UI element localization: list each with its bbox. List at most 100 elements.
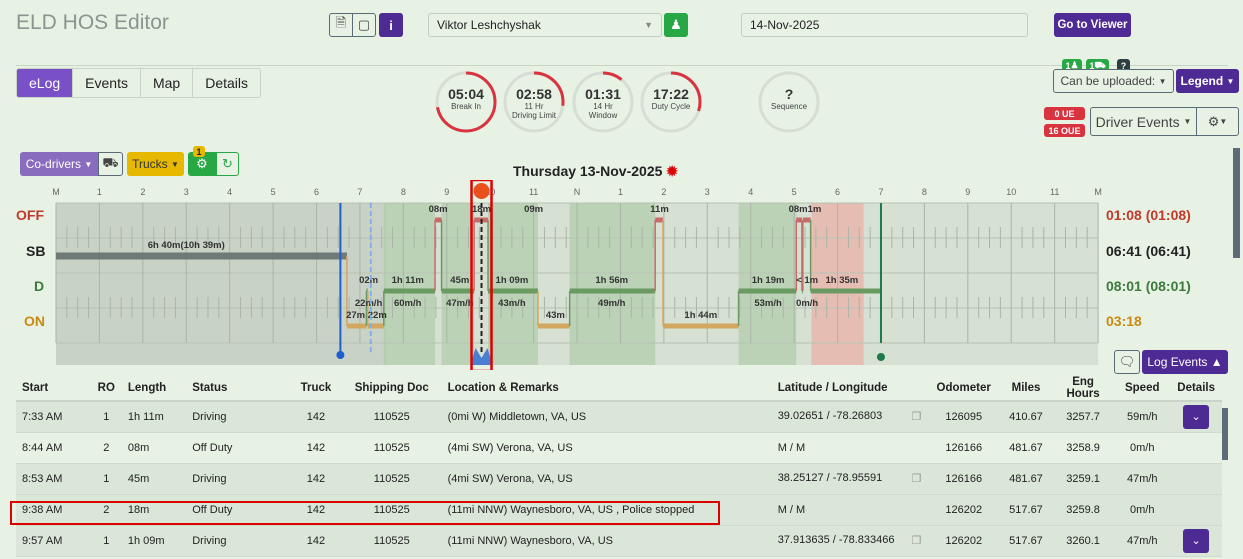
hour-label: M: [52, 187, 60, 197]
gauge-progress: [503, 71, 565, 133]
hour-label: N: [574, 187, 581, 197]
cell-speed: 0m/h: [1114, 432, 1171, 464]
can-be-uploaded-dropdown[interactable]: Can be uploaded: ▼: [1053, 69, 1174, 93]
cell-loc: (0mi W) Middletown, VA, US: [441, 401, 772, 433]
info-button[interactable]: i: [379, 13, 403, 37]
column-header[interactable]: Truck: [290, 376, 342, 402]
table-row[interactable]: 8:44 AM 2 08m Off Duty 142 110525 (4mi SW) Ver…: [16, 432, 1222, 464]
column-header[interactable]: Start: [16, 376, 91, 402]
page-scrollbar[interactable]: [1233, 148, 1240, 258]
cell-odo: 126202: [927, 494, 1001, 526]
co-drivers-dropdown[interactable]: Co-drivers ▼: [20, 152, 98, 176]
comment-icon[interactable]: 🗨: [1114, 350, 1140, 374]
refresh-icon[interactable]: ↻: [216, 152, 239, 176]
hour-label: 11: [1050, 187, 1059, 197]
column-header[interactable]: Odometer: [927, 376, 1001, 402]
gauge-value: 17:22: [653, 86, 689, 102]
trucks-dropdown[interactable]: Trucks ▼: [127, 152, 184, 176]
column-header[interactable]: RO: [90, 376, 122, 402]
copy-icon[interactable]: ❐: [911, 473, 922, 485]
log-events-toggle[interactable]: Log Events ▲: [1142, 350, 1228, 374]
cell-ro: 1: [90, 401, 122, 433]
document-icon[interactable]: 🗎: [329, 13, 353, 37]
gauge-label: 14 Hr: [593, 102, 613, 111]
cell-start: 9:57 AM: [16, 525, 91, 557]
user-icon[interactable]: ♟: [664, 13, 688, 37]
cell-start: 9:38 AM: [16, 494, 91, 526]
note-icon[interactable]: ▢: [352, 13, 376, 37]
column-header[interactable]: Speed: [1114, 376, 1171, 402]
duration-label: 11m: [650, 204, 669, 215]
view-tabs: eLog Events Map Details: [16, 68, 261, 98]
truck-icon[interactable]: ⛟: [98, 152, 123, 176]
chevron-down-icon: ▼: [644, 20, 653, 30]
gauge-label-2: Driving Limit: [511, 111, 556, 120]
column-header[interactable]: Status: [186, 376, 291, 402]
hour-label: 11: [529, 187, 538, 197]
engine-icon[interactable]: ⚙: [188, 152, 216, 176]
duration-label: 53m/h: [754, 298, 782, 309]
expand-details-button[interactable]: ⌄: [1183, 528, 1210, 553]
hour-label: 6: [314, 187, 319, 197]
copy-icon[interactable]: ❐: [911, 411, 922, 424]
column-header[interactable]: Length: [121, 376, 187, 402]
cell-latlng: 39.02651 / -78.26803 ❐: [771, 401, 928, 433]
column-header[interactable]: Location & Remarks: [441, 376, 772, 402]
cell-status: Driving: [186, 463, 291, 495]
duration-label: 1h 11m: [392, 275, 424, 286]
column-header[interactable]: Eng Hours: [1051, 376, 1115, 402]
legend-dropdown[interactable]: Legend ▼: [1176, 69, 1239, 93]
gauge-label-2: Window: [588, 111, 618, 120]
truck-upload-badge: 1 ⛟: [1086, 59, 1109, 72]
gauge-label: Break In: [451, 102, 481, 111]
column-header[interactable]: Shipping Doc: [341, 376, 442, 402]
table-row[interactable]: 7:33 AM 1 1h 11m Driving 142 110525 (0mi W) Mi…: [16, 401, 1222, 433]
driver-name: Viktor Leshchyshak: [437, 18, 541, 32]
go-to-viewer-button[interactable]: Go to Viewer: [1054, 13, 1131, 37]
gauge-progress: [640, 71, 702, 133]
copy-icon[interactable]: ❐: [911, 535, 922, 547]
cell-loc: (4mi SW) Verona, VA, US: [441, 463, 772, 495]
hour-label: 5: [271, 187, 276, 197]
duration-label: 1h 19m: [752, 275, 785, 286]
tab-map[interactable]: Map: [141, 69, 194, 97]
cell-latlng: 38.25127 / -78.95591 ❐: [771, 463, 928, 495]
driver-select[interactable]: Viktor Leshchyshak ▼: [428, 13, 662, 37]
hour-label: 4: [748, 187, 753, 197]
table-scrollbar[interactable]: [1222, 408, 1228, 460]
column-header[interactable]: Details: [1170, 376, 1222, 402]
duration-label: 09m: [524, 204, 543, 215]
cell-odo: 126202: [927, 525, 1001, 557]
hos-timeline-chart[interactable]: M 1 2 3 4 5 6 7 8 9 10 11 N 1 2 3 4 5 6 7 8 9 10 11 M 6h 40m(10h …: [0, 180, 1110, 370]
gauge-4: ? Sequence: [757, 70, 821, 134]
cell-odo: 126166: [927, 432, 1001, 464]
settings-gear-icon[interactable]: ⚙ ▼: [1196, 107, 1239, 136]
cell-doc: 110525: [341, 463, 442, 495]
cell-doc: 110525: [341, 401, 442, 433]
table-row[interactable]: 9:38 AM 2 18m Off Duty 142 110525 (11mi NNW) W…: [16, 494, 1222, 526]
engine-badge: 1: [193, 146, 205, 157]
gauge-value: 02:58: [516, 86, 552, 102]
cell-start: 7:33 AM: [16, 401, 91, 433]
cell-status: Off Duty: [186, 432, 291, 464]
column-header[interactable]: Miles: [1000, 376, 1052, 402]
tab-details[interactable]: Details: [205, 75, 248, 91]
cell-eng: 3258.9: [1051, 432, 1115, 464]
table-row[interactable]: 9:57 AM 1 1h 09m Driving 142 110525 (11mi NNW)…: [16, 525, 1222, 557]
cell-length: 45m: [121, 463, 187, 495]
driver-events-dropdown[interactable]: Driver Events ▼: [1090, 107, 1197, 136]
cell-status: Driving: [186, 401, 291, 433]
cell-doc: 110525: [341, 525, 442, 557]
column-header[interactable]: Latitude / Longitude: [771, 376, 928, 402]
gauge-value: 01:31: [585, 86, 621, 102]
tab-elog[interactable]: eLog: [17, 69, 74, 97]
table-row[interactable]: 8:53 AM 1 45m Driving 142 110525 (4mi SW) Vero…: [16, 463, 1222, 495]
date-input[interactable]: 14-Nov-2025: [741, 13, 1028, 37]
help-badge[interactable]: ?: [1117, 59, 1130, 72]
row-label-sb: SB: [26, 243, 46, 259]
hour-label: 2: [661, 187, 666, 197]
cell-start: 8:44 AM: [16, 432, 91, 464]
expand-details-button[interactable]: ⌄: [1183, 404, 1210, 429]
ue-badge: 0 UE: [1044, 107, 1085, 120]
tab-events[interactable]: Events: [73, 69, 141, 97]
